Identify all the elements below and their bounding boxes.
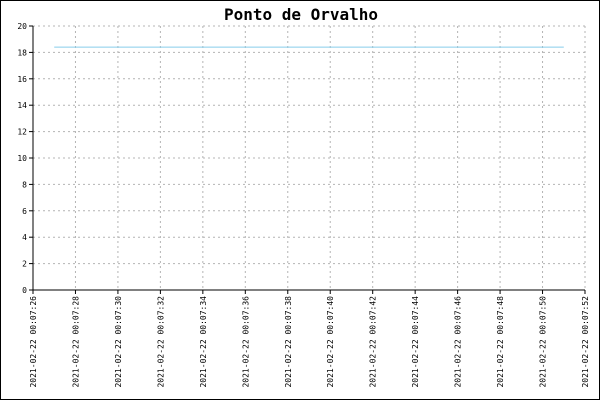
x-tick-label: 2021-02-22 00:07:50: [539, 296, 548, 388]
x-tick-label: 2021-02-22 00:07:44: [411, 296, 420, 388]
y-tick-label: 6: [22, 207, 27, 216]
x-tick-labels: 2021-02-22 00:07:26 2021-02-22 00:07:28 20…: [29, 296, 590, 388]
y-tick-label: 2: [22, 260, 27, 269]
x-tick-label: 2021-02-22 00:07:36: [241, 296, 250, 388]
y-tick-label: 14: [17, 101, 27, 110]
grid-layer: [33, 25, 586, 290]
y-tick-label: 8: [22, 180, 27, 189]
chart-title: Ponto de Orvalho: [224, 5, 378, 24]
axes-layer: [29, 25, 586, 294]
x-tick-label: 2021-02-22 00:07:34: [199, 296, 208, 388]
x-tick-label: 2021-02-22 00:07:30: [114, 296, 123, 388]
y-tick-label: 0: [22, 286, 27, 295]
x-tick-label: 2021-02-22 00:07:28: [71, 296, 80, 388]
y-tick-label: 10: [17, 154, 27, 163]
x-tick-label: 2021-02-22 00:07:48: [496, 296, 505, 388]
x-tick-label: 2021-02-22 00:07:52: [581, 296, 590, 388]
y-tick-label: 16: [17, 75, 27, 84]
y-tick-label: 4: [22, 233, 27, 242]
y-tick-label: 18: [17, 48, 27, 57]
x-tick-label: 2021-02-22 00:07:32: [156, 296, 165, 388]
x-tick-label: 2021-02-22 00:07:38: [284, 296, 293, 388]
x-tick-label: 2021-02-22 00:07:46: [454, 296, 463, 388]
x-tick-label: 2021-02-22 00:07:26: [29, 296, 38, 388]
x-tick-label: 2021-02-22 00:07:42: [369, 296, 378, 388]
y-tick-label: 20: [17, 22, 27, 31]
y-tick-labels: 0 2 4 6 8 10 12 14 16 18 20: [17, 22, 27, 295]
x-tick-label: 2021-02-22 00:07:40: [326, 296, 335, 388]
y-tick-label: 12: [17, 128, 27, 137]
